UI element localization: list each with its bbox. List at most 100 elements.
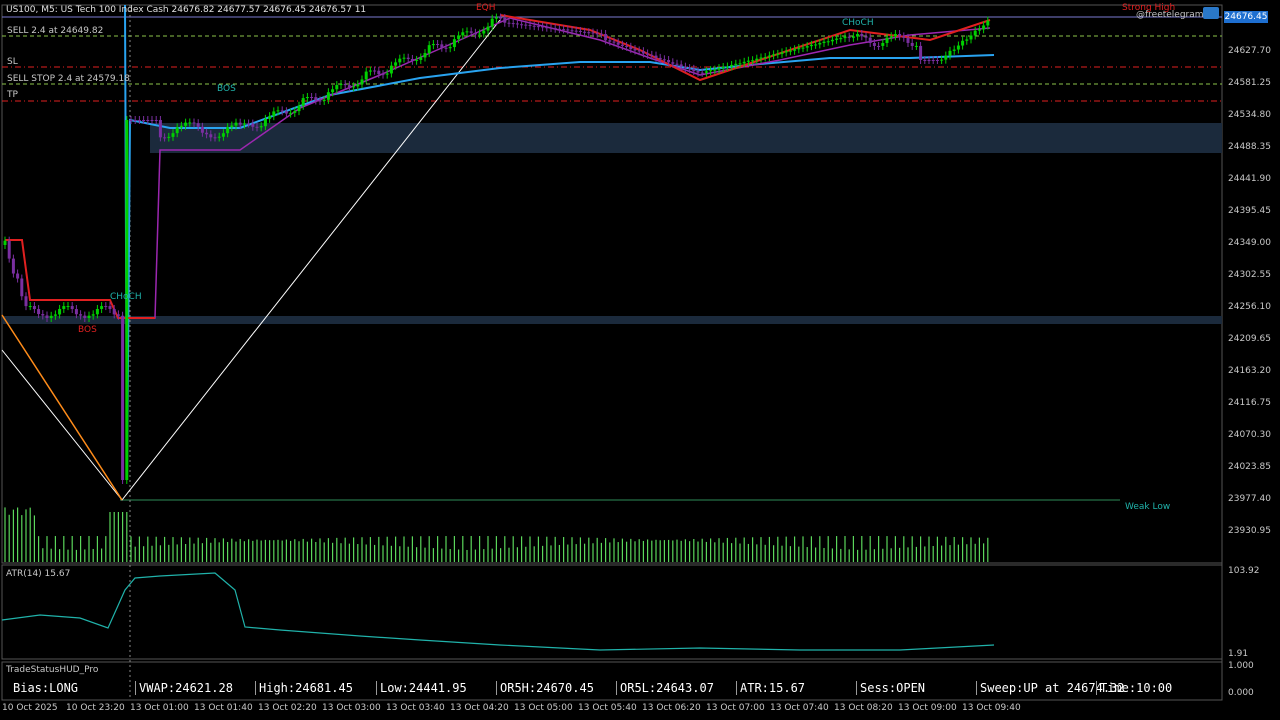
price-label: 24302.55 [1228,270,1271,280]
price-label: 24349.00 [1228,238,1271,248]
price-label: 24163.20 [1228,366,1271,376]
tp-label[interactable]: TP [7,90,18,100]
candle-body [683,66,687,69]
choch-label-right: CHoCH [842,18,874,28]
candle-body [788,50,792,52]
candle-body [780,52,784,54]
zigzag-line [1,19,501,501]
candle-body [410,58,414,61]
candle-body [759,57,763,59]
candle-body [255,126,259,128]
candle-body [965,39,969,41]
candle-body [725,66,729,68]
candle-body [658,57,662,60]
candle-body [868,37,872,44]
candle-body [440,44,444,48]
candle-body [116,314,120,316]
time-label: 13 Oct 07:40 [770,703,829,713]
sl-label[interactable]: SL [7,57,18,67]
supply-zone-upper [150,123,1222,153]
candle-body [587,32,591,34]
price-label: 24581.25 [1228,78,1271,88]
time-label: 13 Oct 01:40 [194,703,253,713]
candle-body [898,34,902,37]
candle-body [591,32,595,34]
candle-body [557,28,561,30]
hud-low: Low:24441.95 [380,681,467,695]
candle-body [667,60,671,63]
candle-body [310,96,314,98]
time-label: 13 Oct 05:40 [578,703,637,713]
candle-body [121,315,125,480]
price-label: 24534.80 [1228,110,1271,120]
candle-body [969,35,973,40]
candle-body [11,258,15,274]
candle-body [973,30,977,36]
candle-body [205,132,209,135]
candle-body [289,112,293,114]
candle-body [961,40,965,46]
candle-body [53,314,57,316]
candle-body [100,306,104,310]
sell-order-label[interactable]: SELL 2.4 at 24649.82 [7,26,104,36]
sell-stop-label[interactable]: SELL STOP 2.4 at 24579.18 [7,74,130,84]
candle-body [927,60,931,61]
eqh-label: EQH [476,3,496,13]
candle-body [545,27,549,29]
candle-body [839,38,843,40]
candle-body [956,45,960,50]
candle-body [730,64,734,67]
candle-body [62,306,66,309]
candle-body [137,120,141,121]
candle-body [721,66,725,69]
candle-body [415,59,419,61]
candle-body [368,70,372,72]
candle-body [41,314,45,316]
hud-axis-bottom: 0.000 [1228,688,1254,698]
candle-body [364,71,368,80]
candle-body [263,118,267,127]
candle-body [906,37,910,43]
candle-body [641,51,645,54]
candle-body [599,33,603,35]
candle-body [528,24,532,26]
candle-body [171,133,175,137]
candle-body [7,240,11,259]
candle-body [213,137,217,139]
candle-body [175,127,179,134]
candle-body [520,24,524,26]
bos-label-top: BOS [217,84,236,94]
candle-body [373,70,377,72]
candle-body [494,17,498,19]
candle-body [133,120,137,121]
candle-body [423,53,427,58]
candle-body [549,27,553,29]
candle-body [566,29,570,31]
candle-body [431,44,435,46]
watermark-text: @freetelegram [1136,10,1204,20]
candle-body [830,39,834,42]
candle-body [385,73,389,75]
candle-body [242,123,246,125]
hud-atr: ATR:15.67 [740,681,806,695]
candle-body [20,278,24,297]
candle-body [574,30,578,32]
candle-body [196,123,200,127]
candle-body [851,36,855,38]
candle-body [524,24,528,26]
candle-body [662,59,666,61]
time-label: 13 Oct 06:20 [642,703,701,713]
hud-vwap: VWAP:24621.28 [139,681,233,695]
candle-body [37,309,41,315]
candle-body [24,296,28,307]
time-label: 13 Oct 07:00 [706,703,765,713]
hud-high: High:24681.45 [259,681,353,695]
time-label: 13 Oct 01:00 [130,703,189,713]
candle-body [856,34,860,37]
candle-body [452,39,456,48]
candle-body [553,27,557,29]
time-label: 13 Oct 09:40 [962,703,1021,713]
candle-body [66,306,70,308]
candle-body [251,123,255,127]
